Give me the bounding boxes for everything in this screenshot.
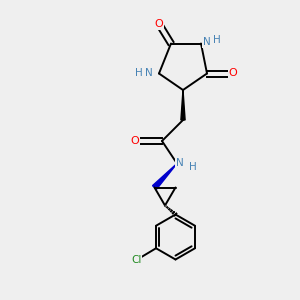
Polygon shape — [181, 90, 185, 120]
Text: O: O — [154, 19, 164, 29]
Text: N: N — [145, 68, 153, 79]
Text: O: O — [130, 136, 140, 146]
Text: H: H — [213, 35, 220, 45]
Text: H: H — [135, 68, 142, 79]
Text: O: O — [228, 68, 237, 79]
Text: N: N — [202, 37, 210, 47]
Text: H: H — [189, 161, 196, 172]
Text: Cl: Cl — [131, 255, 142, 265]
Text: N: N — [176, 158, 183, 169]
Polygon shape — [152, 164, 177, 189]
